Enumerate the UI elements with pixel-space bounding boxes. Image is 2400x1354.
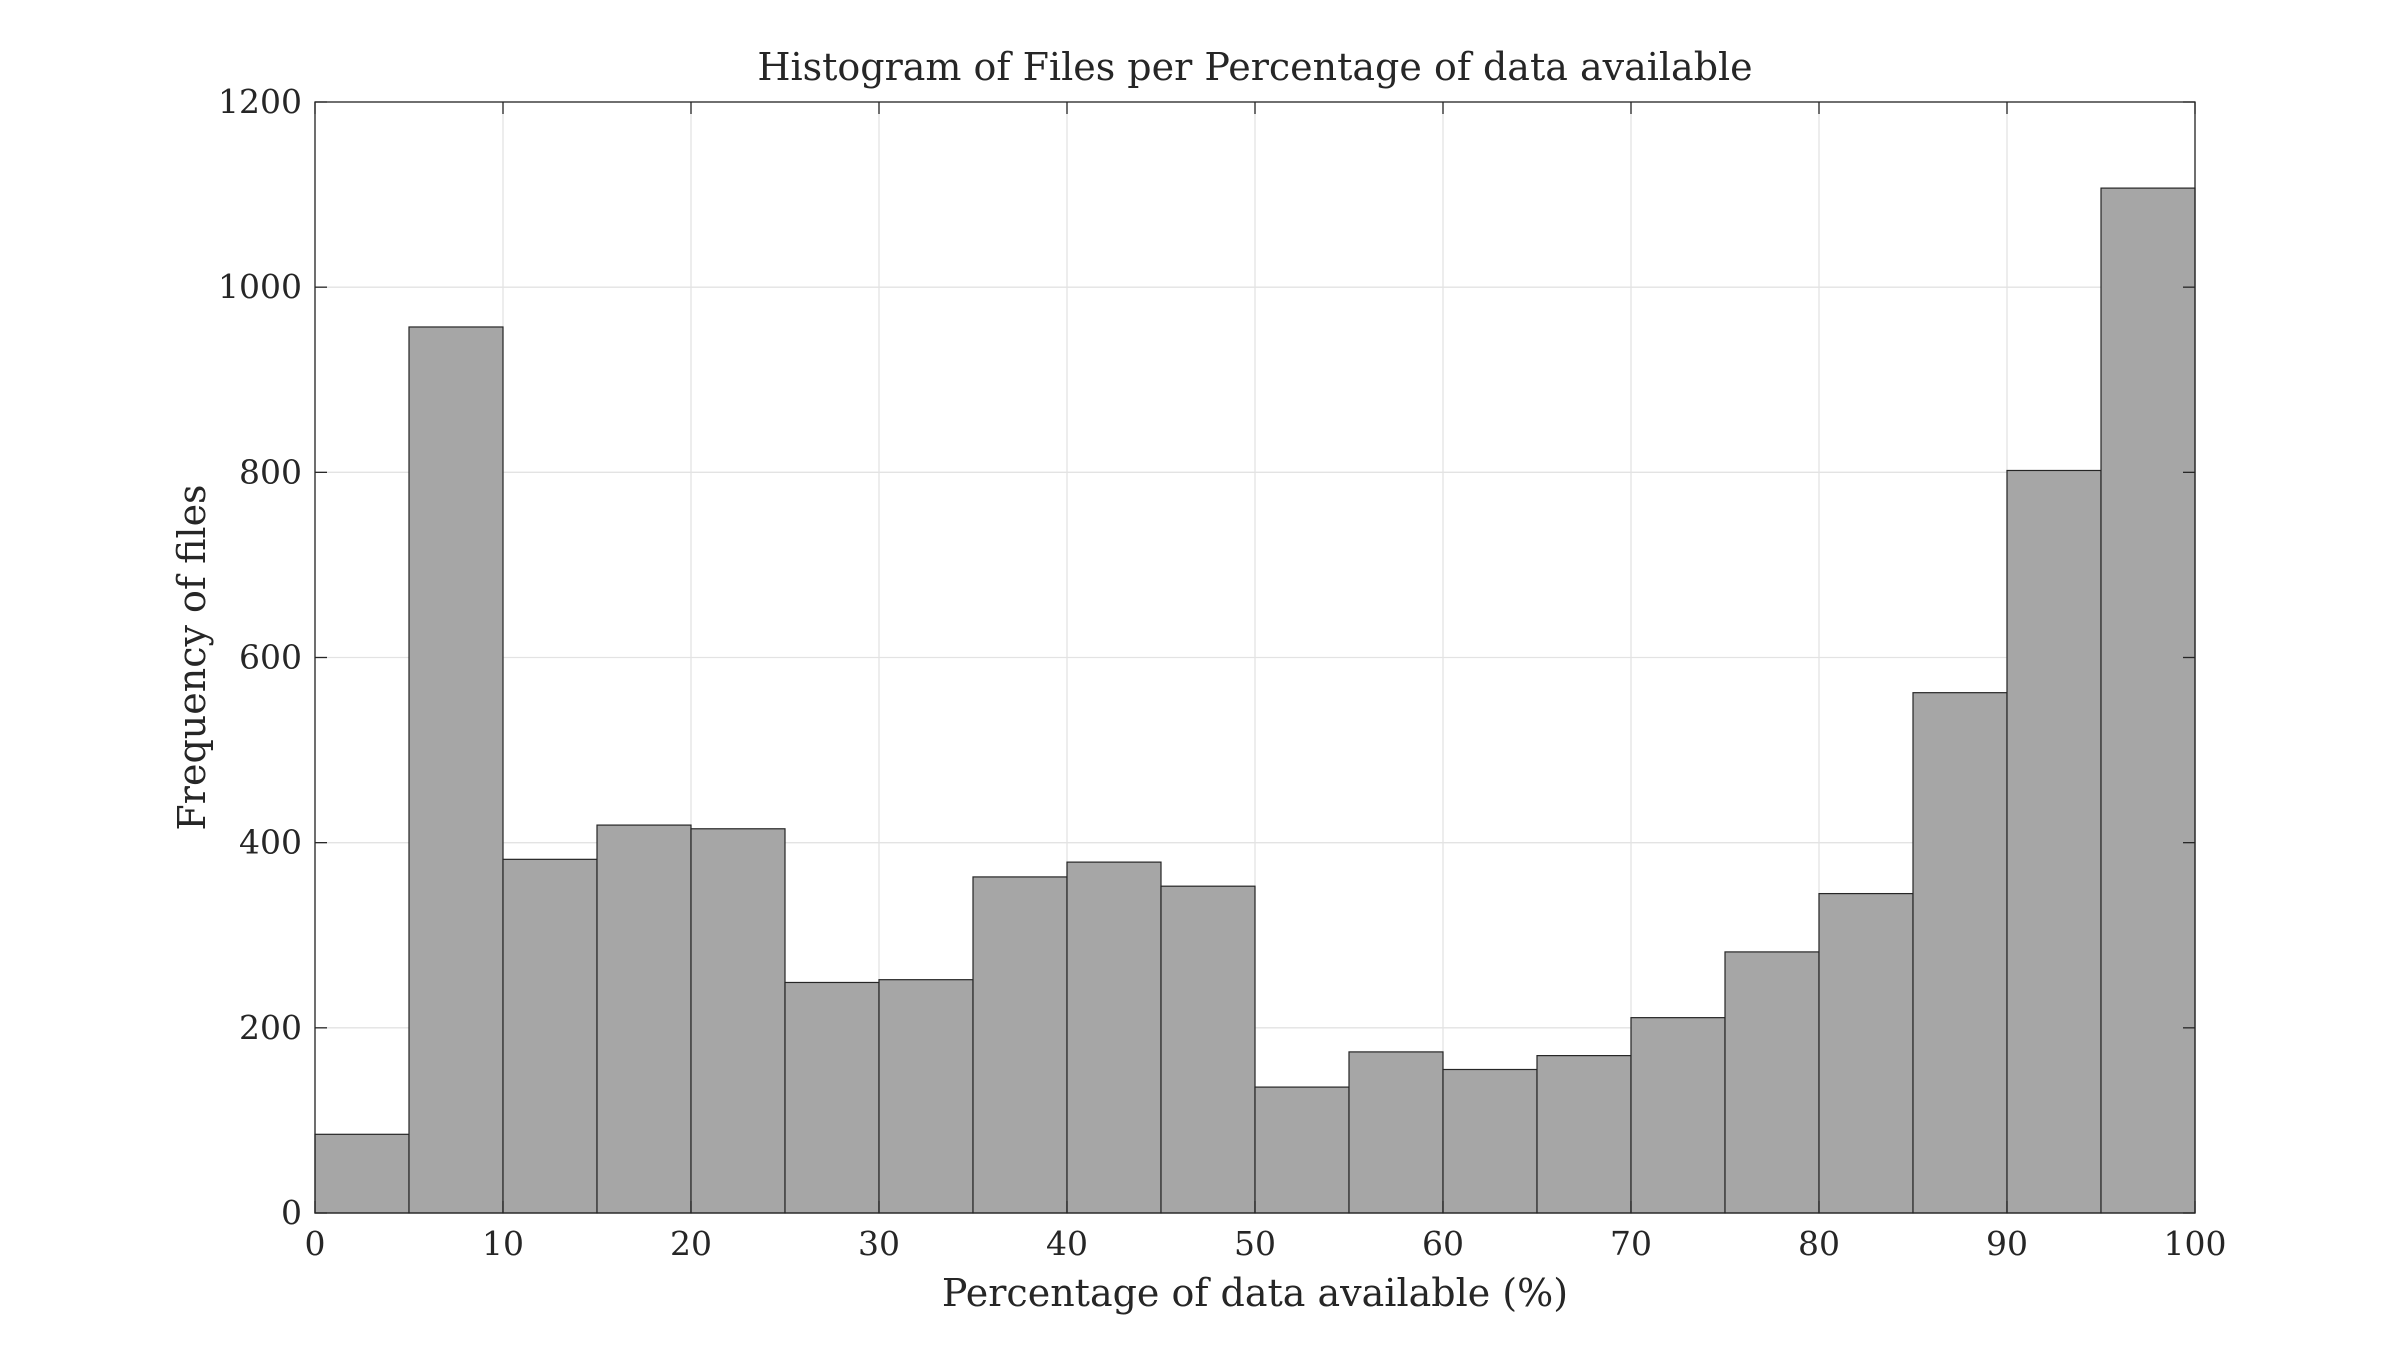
x-tick-label-4: 40	[1046, 1224, 1088, 1263]
histogram-bar-10	[1254, 1086, 1350, 1214]
axis-ticks	[314, 101, 2196, 1214]
x-axis-label: Percentage of data available (%)	[942, 1271, 1568, 1315]
histogram-bar-14	[1630, 1017, 1726, 1214]
histogram-bar-2	[502, 858, 598, 1214]
y-tick-label-3: 600	[239, 638, 302, 677]
y-axis-label: Frequency of files	[170, 484, 214, 830]
x-tick-label-2: 20	[670, 1224, 712, 1263]
x-tick-label-5: 50	[1234, 1224, 1276, 1263]
y-tick-label-4: 800	[239, 452, 302, 491]
chart-title: Histogram of Files per Percentage of dat…	[757, 45, 1752, 89]
histogram-bar-0	[314, 1133, 410, 1214]
y-tick-label-5: 1000	[218, 267, 302, 306]
x-tick-label-1: 10	[482, 1224, 524, 1263]
y-tick-label-1: 200	[239, 1008, 302, 1047]
x-tick-label-9: 90	[1986, 1224, 2028, 1263]
histogram-bar-17	[1912, 692, 2008, 1214]
histogram-bar-16	[1818, 892, 1914, 1214]
x-tick-label-10: 100	[2164, 1224, 2227, 1263]
histogram-bar-13	[1536, 1055, 1632, 1214]
histogram-bar-15	[1724, 951, 1820, 1214]
histogram-bar-9	[1160, 885, 1256, 1214]
x-tick-label-7: 70	[1610, 1224, 1652, 1263]
histogram-bar-18	[2006, 469, 2102, 1214]
histogram-bar-12	[1442, 1068, 1538, 1214]
histogram-bar-19	[2100, 187, 2196, 1214]
x-tick-labels: 0 10 20 30 40 50 60 70 80 90 100	[305, 1224, 2227, 1263]
y-tick-label-6: 1200	[218, 82, 302, 121]
x-tick-label-8: 80	[1798, 1224, 1840, 1263]
histogram-bar-8	[1066, 861, 1162, 1214]
x-tick-label-6: 60	[1422, 1224, 1464, 1263]
histogram-bar-4	[690, 828, 786, 1214]
x-tick-label-0: 0	[305, 1224, 326, 1263]
histogram-bars	[314, 187, 2196, 1214]
x-tick-label-3: 30	[858, 1224, 900, 1263]
histogram-bar-7	[972, 876, 1068, 1214]
y-tick-label-0: 0	[281, 1193, 302, 1232]
histogram-bar-11	[1348, 1051, 1444, 1214]
histogram-bar-5	[784, 981, 880, 1214]
y-tick-label-2: 400	[239, 823, 302, 862]
histogram-bar-3	[596, 824, 692, 1214]
y-tick-labels: 0 200 400 600 800 1000 1200	[218, 82, 302, 1232]
histogram-bar-1	[408, 326, 504, 1214]
histogram-bar-6	[878, 979, 974, 1214]
